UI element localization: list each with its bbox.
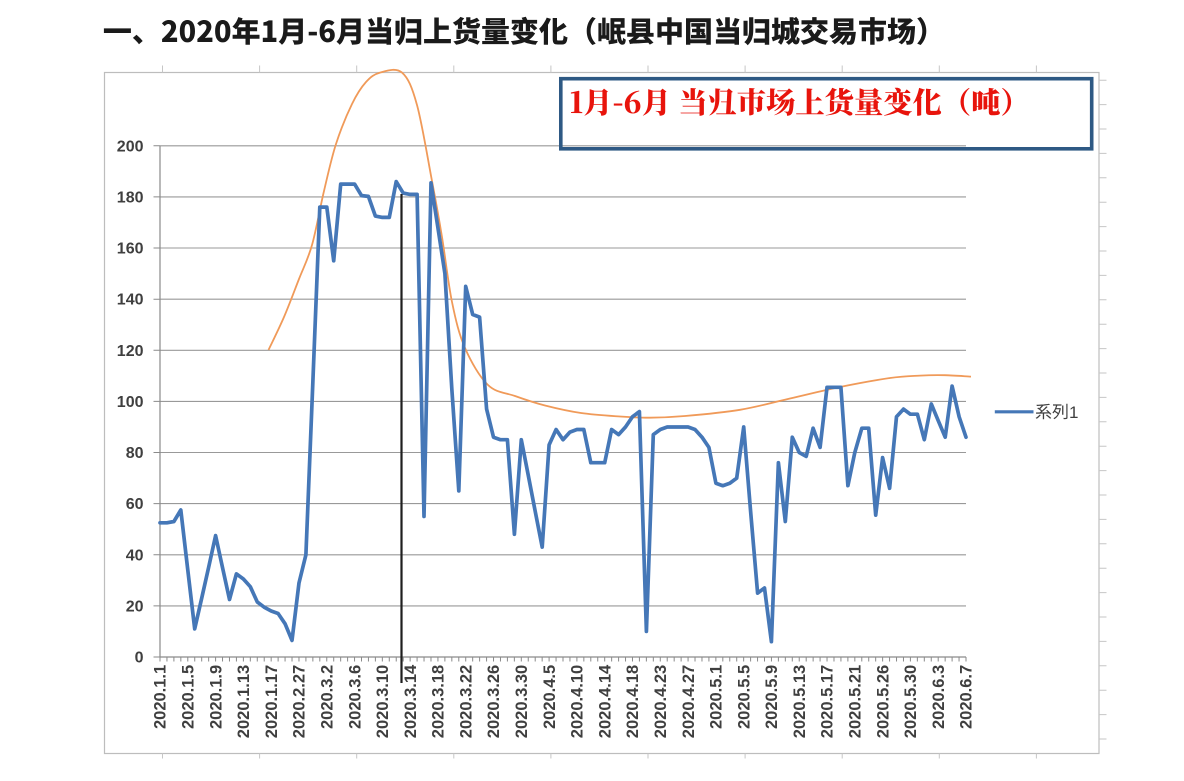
svg-text:2020.6.3: 2020.6.3 <box>930 665 948 729</box>
svg-text:160: 160 <box>117 241 144 258</box>
svg-text:2020.5.13: 2020.5.13 <box>791 665 809 738</box>
svg-text:2020.1.1: 2020.1.1 <box>152 665 170 729</box>
svg-text:2020.4.14: 2020.4.14 <box>596 664 614 738</box>
svg-text:2020.3.22: 2020.3.22 <box>457 665 475 738</box>
svg-text:2020.4.23: 2020.4.23 <box>652 665 670 738</box>
svg-text:60: 60 <box>126 496 144 513</box>
svg-text:2020.1.17: 2020.1.17 <box>263 665 281 738</box>
svg-text:2020.5.1: 2020.5.1 <box>708 665 726 729</box>
svg-text:1: 1 <box>1069 403 1078 422</box>
svg-text:40: 40 <box>126 547 144 564</box>
svg-text:2020.3.26: 2020.3.26 <box>485 665 503 738</box>
svg-text:80: 80 <box>126 445 144 462</box>
svg-text:2020.2.27: 2020.2.27 <box>291 665 309 738</box>
svg-text:2020.5.21: 2020.5.21 <box>847 665 865 738</box>
svg-text:2020.3.14: 2020.3.14 <box>402 664 420 738</box>
svg-text:2020.3.30: 2020.3.30 <box>513 665 531 738</box>
svg-text:2020.1.13: 2020.1.13 <box>235 665 253 738</box>
svg-text:2020.4.27: 2020.4.27 <box>680 665 698 738</box>
svg-text:2020.5.17: 2020.5.17 <box>819 665 837 738</box>
svg-text:2020.5.5: 2020.5.5 <box>735 665 753 729</box>
svg-text:2020.3.10: 2020.3.10 <box>374 665 392 738</box>
svg-text:2020.6.7: 2020.6.7 <box>958 665 976 729</box>
svg-text:2020.1.5: 2020.1.5 <box>180 665 198 729</box>
svg-text:2020.3.2: 2020.3.2 <box>319 665 337 729</box>
svg-text:2020.4.5: 2020.4.5 <box>541 665 559 729</box>
svg-text:2020.3.18: 2020.3.18 <box>430 665 448 738</box>
svg-text:2020.5.30: 2020.5.30 <box>902 665 920 738</box>
svg-text:2020.5.9: 2020.5.9 <box>763 665 781 729</box>
svg-text:0: 0 <box>135 650 144 667</box>
svg-text:200: 200 <box>117 138 144 155</box>
svg-text:180: 180 <box>117 189 144 206</box>
svg-text:2020.5.26: 2020.5.26 <box>874 665 892 738</box>
svg-text:2020.1.9: 2020.1.9 <box>207 665 225 729</box>
svg-text:2020.3.6: 2020.3.6 <box>346 665 364 729</box>
svg-text:100: 100 <box>117 394 144 411</box>
svg-text:2020.4.10: 2020.4.10 <box>569 665 587 738</box>
svg-text:2020.4.18: 2020.4.18 <box>624 665 642 738</box>
svg-text:120: 120 <box>117 343 144 360</box>
svg-text:20: 20 <box>126 598 144 615</box>
svg-text:140: 140 <box>117 292 144 309</box>
